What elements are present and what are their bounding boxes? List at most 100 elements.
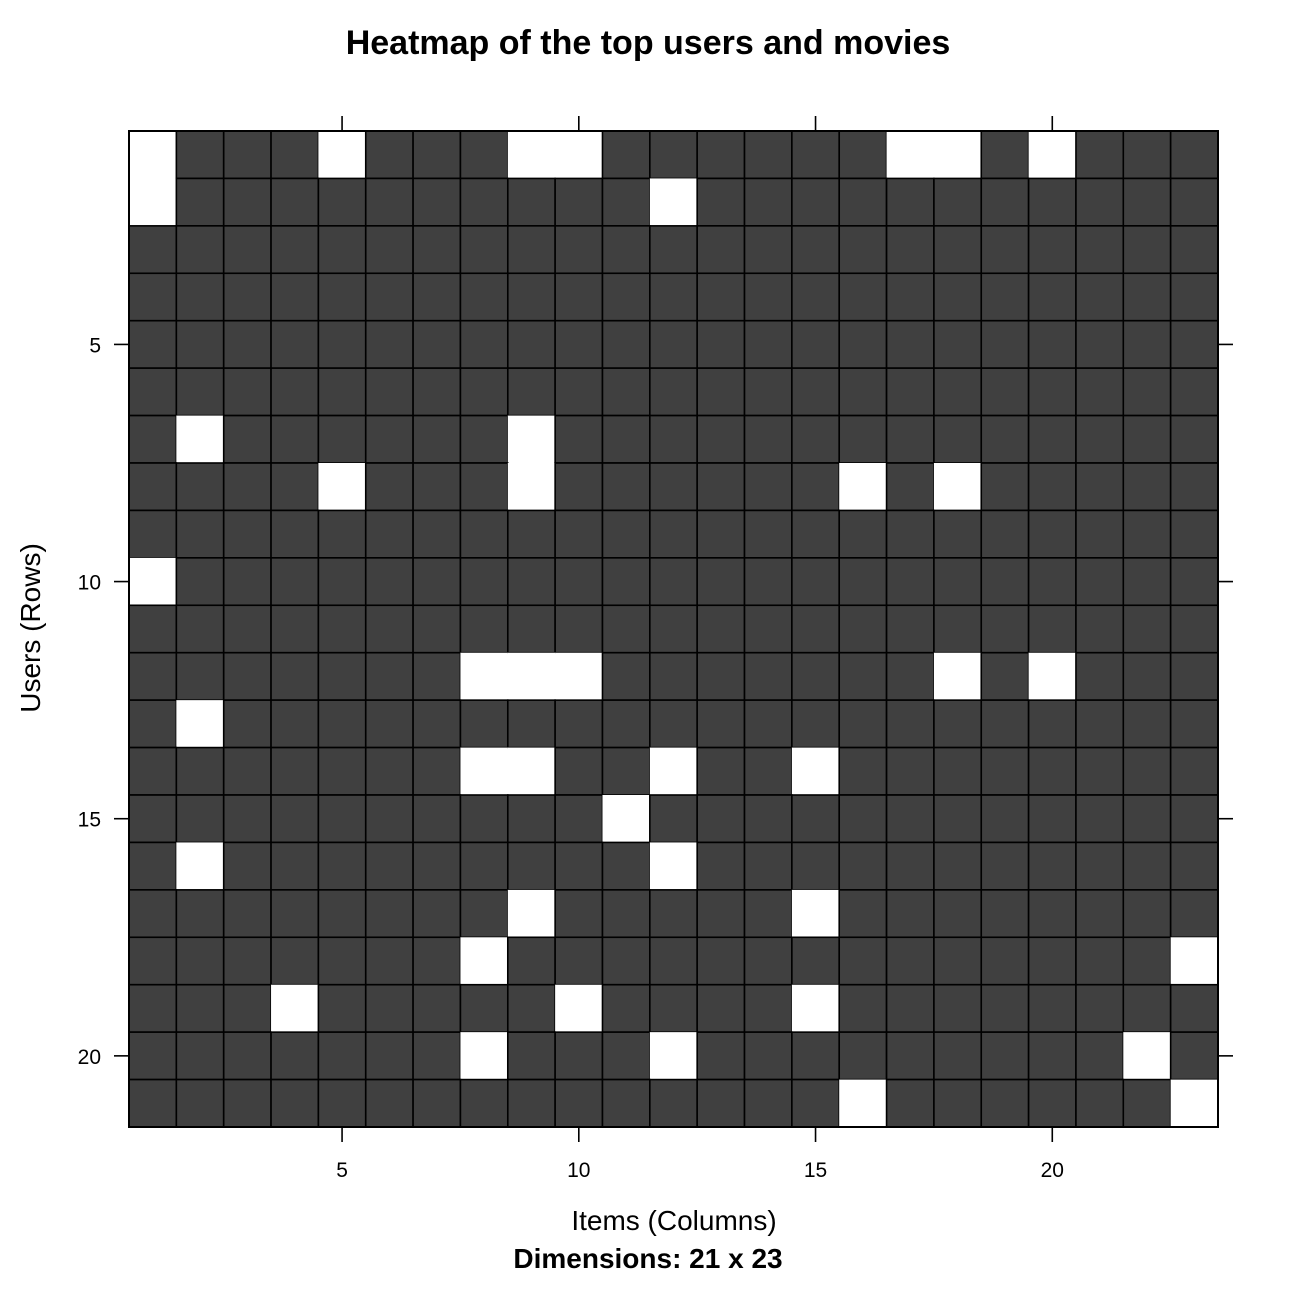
heatmap-cell-filled (791, 557, 841, 607)
heatmap-cell-filled (933, 509, 983, 559)
heatmap-cell-filled (980, 746, 1030, 796)
heatmap-cell-filled (696, 841, 746, 891)
heatmap-cell-empty (839, 463, 887, 511)
heatmap-cell-filled (222, 462, 272, 512)
heatmap-cell-filled (364, 130, 414, 180)
heatmap-cell-filled (743, 225, 793, 275)
heatmap-cell-filled (791, 604, 841, 654)
heatmap-cell-filled (506, 983, 556, 1033)
heatmap-cell-filled (554, 604, 604, 654)
heatmap-cell-filled (838, 177, 888, 227)
heatmap-cell-filled (364, 177, 414, 227)
heatmap-cell-filled (317, 841, 367, 891)
heatmap-cell-filled (1169, 130, 1219, 180)
heatmap-cell-filled (1027, 414, 1077, 464)
heatmap-cell-filled (1169, 889, 1219, 939)
y-axis-title: Users (Rows) (15, 543, 46, 713)
heatmap-cell-filled (980, 936, 1030, 986)
heatmap-cell-filled (506, 1078, 556, 1128)
heatmap-cell-filled (1122, 841, 1172, 891)
heatmap-cell-filled (980, 272, 1030, 322)
heatmap-cell-filled (885, 699, 935, 749)
heatmap-cell-empty (933, 131, 982, 179)
heatmap-cell-filled (885, 889, 935, 939)
heatmap-cell-filled (175, 983, 225, 1033)
heatmap-cell-filled (222, 1078, 272, 1128)
heatmap-cell-filled (980, 1031, 1030, 1081)
heatmap-cell-filled (317, 177, 367, 227)
x-tick-label: 15 (804, 1159, 827, 1182)
heatmap-cell-filled (175, 462, 225, 512)
heatmap-cell-filled (175, 319, 225, 369)
heatmap-cell-filled (838, 936, 888, 986)
heatmap-cell-filled (885, 319, 935, 369)
heatmap-cell-empty (886, 131, 934, 179)
heatmap-cell-filled (980, 367, 1030, 417)
heatmap-cell-empty (791, 984, 840, 1033)
heatmap-cell-filled (696, 699, 746, 749)
heatmap-cell-empty (507, 747, 556, 795)
heatmap-cell-filled (1075, 1031, 1125, 1081)
heatmap-cell-filled (506, 272, 556, 322)
heatmap-cell-filled (459, 889, 509, 939)
heatmap-cell-empty (555, 652, 603, 701)
heatmap-cell-filled (1122, 272, 1172, 322)
heatmap-cell-filled (364, 841, 414, 891)
heatmap-cell-filled (601, 130, 651, 180)
heatmap-cell-filled (601, 1078, 651, 1128)
heatmap-cell-filled (1027, 889, 1077, 939)
heatmap-cell-filled (459, 841, 509, 891)
x-tick-label: 5 (336, 1159, 348, 1182)
heatmap-cell-filled (791, 1078, 841, 1128)
heatmap-cell-filled (270, 272, 320, 322)
heatmap-cell-filled (601, 936, 651, 986)
heatmap-cell-filled (885, 936, 935, 986)
heatmap-cell-filled (128, 1031, 178, 1081)
heatmap-cell-filled (364, 983, 414, 1033)
heatmap-cell-filled (222, 651, 272, 701)
heatmap-cell-filled (554, 225, 604, 275)
heatmap-cell-filled (696, 367, 746, 417)
heatmap-cell-filled (459, 319, 509, 369)
heatmap-cell-filled (601, 746, 651, 796)
heatmap-cell-filled (506, 319, 556, 369)
heatmap-cell-filled (791, 1031, 841, 1081)
heatmap-cell-empty (507, 652, 556, 701)
heatmap-cell-filled (838, 604, 888, 654)
heatmap-cell-empty (507, 463, 556, 511)
heatmap-cell-filled (885, 557, 935, 607)
heatmap-cell-filled (459, 462, 509, 512)
heatmap-cell-filled (743, 841, 793, 891)
heatmap-cell-filled (1122, 557, 1172, 607)
heatmap-cell-filled (317, 557, 367, 607)
heatmap-cell-filled (270, 841, 320, 891)
heatmap-cell-empty (1123, 1032, 1171, 1080)
heatmap-cell-filled (506, 699, 556, 749)
heatmap-cell-filled (412, 651, 462, 701)
heatmap-cell-filled (1169, 604, 1219, 654)
heatmap-cell-filled (1169, 272, 1219, 322)
heatmap-cell-filled (1122, 367, 1172, 417)
heatmap-cell-filled (885, 225, 935, 275)
heatmap-cell-filled (506, 225, 556, 275)
heatmap-cell-filled (743, 651, 793, 701)
heatmap-cell-filled (885, 794, 935, 844)
heatmap-cell-empty (318, 463, 366, 511)
heatmap-cell-filled (791, 699, 841, 749)
heatmap-cells (128, 130, 1219, 1128)
heatmap-cell-empty (271, 984, 319, 1033)
heatmap-cell-filled (838, 841, 888, 891)
heatmap-cell-filled (885, 604, 935, 654)
heatmap-cell-filled (459, 794, 509, 844)
heatmap-cell-filled (980, 1078, 1030, 1128)
heatmap-cell-filled (270, 462, 320, 512)
heatmap-cell-filled (696, 651, 746, 701)
heatmap-cell-filled (1075, 414, 1125, 464)
heatmap-cell-filled (459, 699, 509, 749)
heatmap-cell-filled (554, 557, 604, 607)
heatmap-cell-filled (128, 272, 178, 322)
heatmap-cell-filled (506, 794, 556, 844)
heatmap-cell-filled (696, 462, 746, 512)
heatmap-cell-empty (507, 889, 556, 938)
heatmap-cell-filled (175, 1078, 225, 1128)
